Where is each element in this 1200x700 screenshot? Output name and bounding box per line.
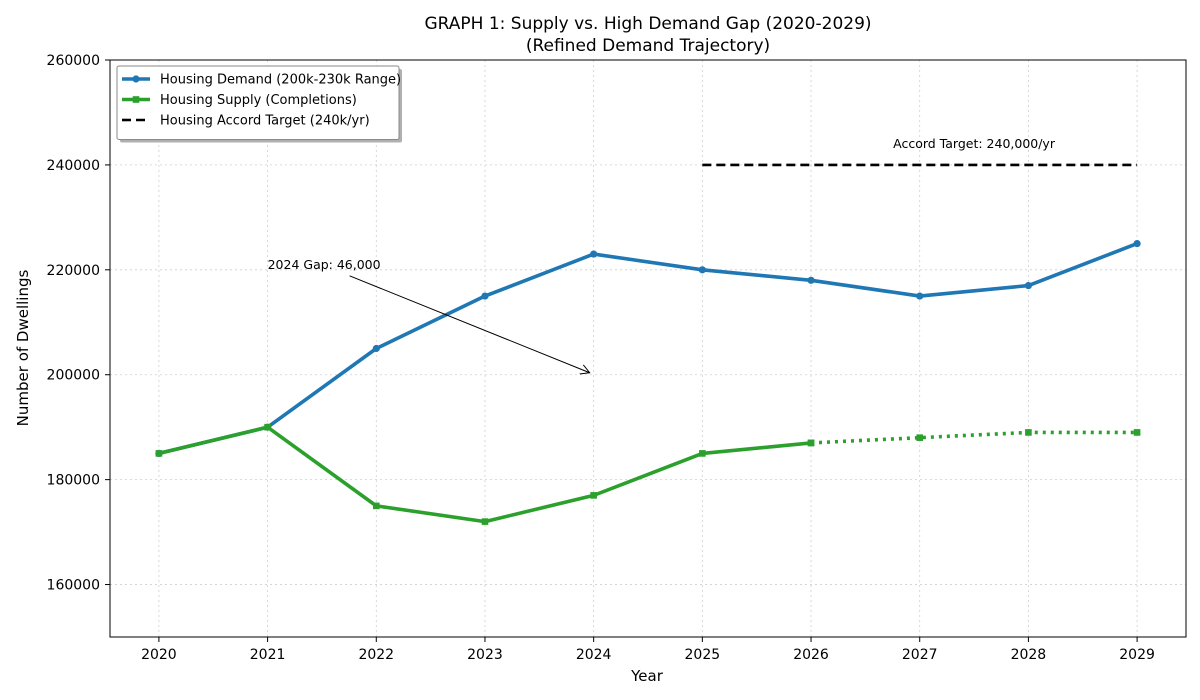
x-tick-label: 2022 (358, 647, 394, 663)
y-tick-label: 220000 (47, 263, 100, 279)
data-point (807, 276, 815, 284)
legend-marker (132, 96, 140, 103)
data-point (155, 450, 163, 457)
annotation-arrow (349, 275, 590, 373)
data-point (1133, 239, 1141, 248)
y-tick-label: 160000 (47, 578, 100, 594)
data-point (698, 266, 706, 274)
x-tick-label: 2023 (467, 647, 503, 663)
chart-title: GRAPH 1: Supply vs. High Demand Gap (202… (424, 14, 871, 34)
legend-label: Housing Demand (200k-230k Range) (160, 73, 401, 88)
legend-label: Housing Accord Target (240k/yr) (160, 114, 370, 129)
x-tick-label: 2024 (576, 647, 612, 663)
data-point (481, 292, 489, 300)
data-point (1024, 281, 1033, 290)
data-point (699, 450, 706, 457)
x-tick-label: 2026 (793, 647, 829, 663)
x-tick-label: 2025 (685, 647, 721, 663)
legend-marker (132, 75, 140, 83)
data-point (372, 502, 380, 510)
data-point (590, 250, 598, 258)
x-tick-label: 2020 (141, 647, 177, 663)
annotations: Accord Target: 240,000/yr 2024 Gap: 46,00… (268, 136, 1056, 373)
x-tick-label: 2021 (250, 647, 286, 663)
legend-box (116, 65, 400, 140)
data-point (916, 434, 924, 441)
x-tick-label: 2029 (1119, 647, 1155, 663)
y-tick-label: 180000 (47, 473, 100, 489)
data-point (807, 439, 815, 447)
data-point (264, 423, 271, 431)
x-axis-label: Year (630, 667, 664, 685)
axes: 2020 2021 2022 2023 2024 2025 2026 2027 2028 2029… (47, 53, 1155, 663)
data-point (916, 292, 924, 300)
plot-data (155, 163, 1141, 525)
data-point (372, 344, 380, 353)
y-tick-label: 260000 (47, 53, 100, 69)
data-point (481, 518, 489, 525)
legend: Housing Demand (200k-230k Range) Housing … (116, 65, 402, 143)
y-axis-label: Number of Dwellings (14, 270, 32, 427)
chart-subtitle: (Refined Demand Trajectory) (526, 36, 770, 56)
y-tick-label: 240000 (47, 158, 100, 174)
legend-label: Housing Supply (Completions) (160, 93, 357, 108)
data-point (1025, 429, 1032, 436)
data-point (590, 492, 597, 499)
x-tick-label: 2028 (1011, 647, 1047, 663)
y-tick-label: 200000 (47, 368, 100, 384)
data-point (1133, 429, 1141, 436)
annotation-text: 2024 Gap: 46,000 (268, 257, 381, 272)
series-line-0 (157, 241, 1139, 456)
series-line-2 (810, 430, 1138, 445)
annotation-text: Accord Target: 240,000/yr (893, 136, 1056, 151)
plot-frame (109, 59, 1187, 638)
x-tick-label: 2027 (902, 647, 938, 663)
